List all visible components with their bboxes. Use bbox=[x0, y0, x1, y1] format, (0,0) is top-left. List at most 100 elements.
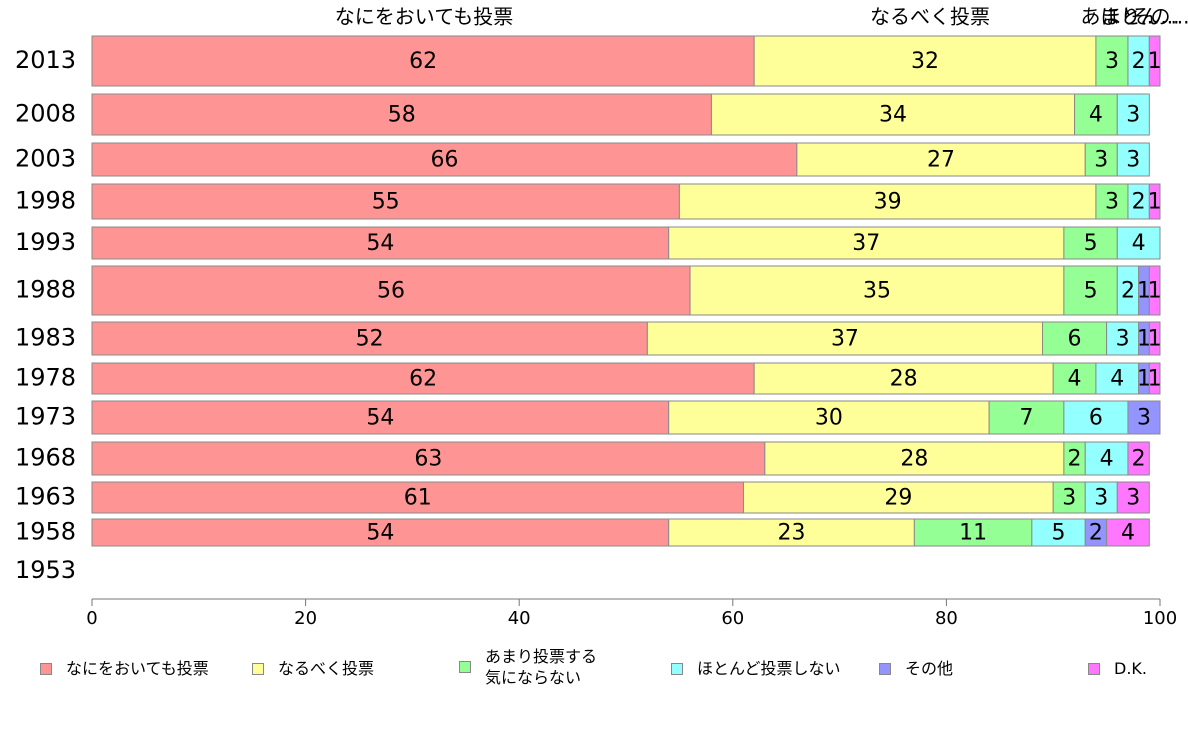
data-label: 4 bbox=[1100, 447, 1114, 472]
legend-label: なにをおいても投票 bbox=[66, 659, 209, 678]
bar-segment bbox=[1052, 481, 1086, 514]
data-label: 4 bbox=[1110, 367, 1124, 392]
bar-segment bbox=[1148, 321, 1161, 356]
bar-segment bbox=[91, 93, 712, 136]
bar-segment bbox=[668, 518, 915, 547]
data-label: 1 bbox=[1148, 327, 1162, 352]
bar-segment bbox=[742, 481, 1054, 514]
bar-segment bbox=[1116, 481, 1150, 514]
bar-segment bbox=[646, 321, 1044, 356]
bar-segment bbox=[1116, 142, 1150, 177]
legend-label: D.K. bbox=[1114, 659, 1147, 678]
data-label: 56 bbox=[377, 279, 405, 304]
data-label: 2 bbox=[1132, 190, 1146, 215]
data-label: 3 bbox=[1126, 486, 1140, 511]
x-tick-label: 60 bbox=[721, 608, 744, 629]
data-label: 39 bbox=[874, 190, 902, 215]
top-segment-label: ほとん... bbox=[1100, 5, 1179, 29]
x-tick-label: 0 bbox=[86, 608, 97, 629]
data-label: 3 bbox=[1116, 327, 1130, 352]
bar-segment bbox=[913, 518, 1033, 547]
legend-item: その他 bbox=[879, 658, 953, 679]
top-segment-label: なにをおいても投票 bbox=[335, 5, 513, 29]
legend-item: なるべく投票 bbox=[252, 658, 374, 679]
data-label: 1 bbox=[1148, 49, 1162, 74]
bar-segment bbox=[764, 441, 1065, 476]
legend-label: その他 bbox=[905, 659, 954, 678]
bar-segment bbox=[91, 481, 744, 514]
y-tick-label: 1983 bbox=[15, 324, 76, 352]
bar-segment bbox=[91, 518, 670, 547]
bar-segment bbox=[668, 226, 1065, 260]
bar-segment bbox=[1148, 35, 1161, 87]
data-label: 4 bbox=[1132, 231, 1146, 256]
bar-segment bbox=[1148, 183, 1161, 220]
data-label: 2 bbox=[1132, 447, 1146, 472]
bar-segment bbox=[689, 265, 1065, 316]
data-label: 1 bbox=[1148, 279, 1162, 304]
bar-segment bbox=[1106, 518, 1150, 547]
legend-label: あまり投票する 気にならない bbox=[485, 647, 598, 687]
bar-segment bbox=[91, 362, 755, 395]
bar-segment bbox=[91, 400, 670, 435]
data-label: 3 bbox=[1105, 49, 1119, 74]
bar-segment bbox=[91, 321, 648, 356]
data-label: 4 bbox=[1068, 367, 1082, 392]
y-tick-label: 1953 bbox=[15, 556, 76, 584]
legend-item: ほとんど投票しない bbox=[671, 658, 841, 679]
legend-label: ほとんど投票しない bbox=[697, 659, 841, 678]
top-segment-label: その... bbox=[1130, 5, 1188, 29]
y-tick-label: 2008 bbox=[15, 100, 76, 128]
bar-segment bbox=[668, 400, 990, 435]
data-label: 3 bbox=[1094, 148, 1108, 173]
bar-segment bbox=[1095, 183, 1129, 220]
bar-segment bbox=[678, 183, 1097, 220]
data-label: 35 bbox=[863, 279, 891, 304]
data-label: 37 bbox=[831, 327, 859, 352]
data-label: 29 bbox=[884, 486, 912, 511]
y-tick-label: 1988 bbox=[15, 276, 76, 304]
data-label: 7 bbox=[1020, 406, 1034, 431]
data-label: 30 bbox=[815, 406, 843, 431]
bar-segment bbox=[1116, 93, 1150, 136]
bar-segment bbox=[1148, 265, 1161, 316]
data-label: 3 bbox=[1094, 486, 1108, 511]
y-tick-label: 1978 bbox=[15, 364, 76, 392]
legend-swatch bbox=[1088, 662, 1100, 675]
data-label: 1 bbox=[1137, 279, 1151, 304]
data-label: 2 bbox=[1089, 521, 1103, 546]
data-label: 1 bbox=[1148, 190, 1162, 215]
y-tick-label: 2013 bbox=[15, 46, 76, 74]
data-label: 63 bbox=[414, 447, 442, 472]
bar-segment bbox=[796, 142, 1086, 177]
bar-segment bbox=[988, 400, 1065, 435]
data-label: 54 bbox=[366, 406, 394, 431]
data-label: 5 bbox=[1084, 231, 1098, 256]
bar-segment bbox=[91, 142, 798, 177]
bar-segment bbox=[1084, 142, 1118, 177]
y-tick-label: 1968 bbox=[15, 444, 76, 472]
data-label: 3 bbox=[1105, 190, 1119, 215]
data-label: 23 bbox=[778, 521, 806, 546]
legend-item: D.K. bbox=[1088, 658, 1147, 679]
data-label: 55 bbox=[372, 190, 400, 215]
data-label: 61 bbox=[404, 486, 432, 511]
data-label: 58 bbox=[388, 103, 416, 128]
bar-segment bbox=[1052, 362, 1097, 395]
legend-swatch bbox=[671, 662, 683, 675]
x-tick-label: 80 bbox=[935, 608, 958, 629]
top-segment-label: あまり... bbox=[1080, 5, 1159, 29]
bar-segment bbox=[91, 226, 670, 260]
data-label: 4 bbox=[1089, 103, 1103, 128]
data-label: 52 bbox=[356, 327, 384, 352]
data-label: 54 bbox=[366, 231, 394, 256]
x-tick-label: 100 bbox=[1143, 608, 1177, 629]
bar-segment bbox=[1127, 400, 1161, 435]
y-tick-label: 1958 bbox=[15, 518, 76, 546]
bar-segment bbox=[1063, 226, 1118, 260]
bar-segment bbox=[1031, 518, 1086, 547]
data-label: 3 bbox=[1137, 406, 1151, 431]
data-label: 28 bbox=[900, 447, 928, 472]
data-label: 6 bbox=[1089, 406, 1103, 431]
legend-swatch bbox=[879, 662, 891, 675]
